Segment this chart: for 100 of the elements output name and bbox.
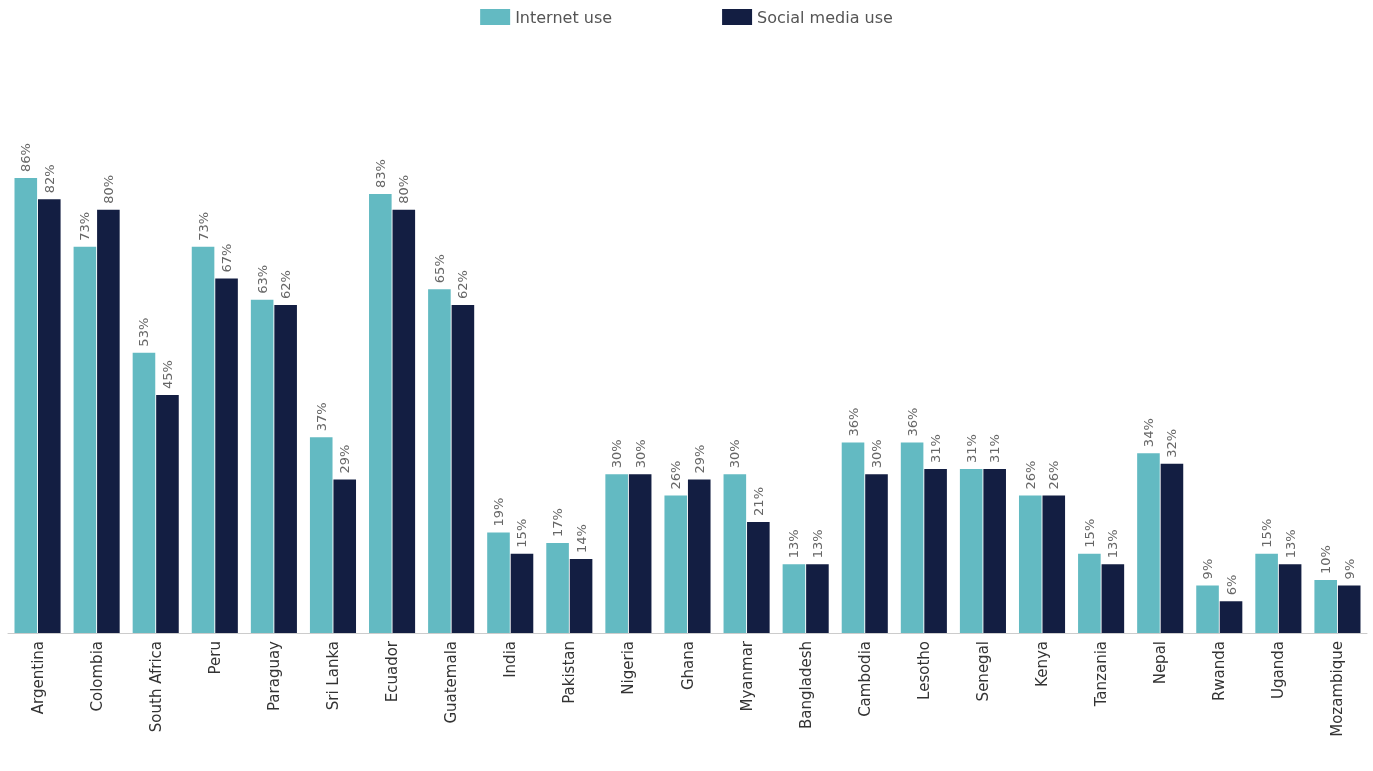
x-tick-label: Colombia — [87, 641, 106, 712]
bar — [1042, 495, 1066, 633]
data-label: 29% — [337, 444, 353, 474]
data-label: 86% — [18, 143, 34, 173]
x-tick-label: Myanmar — [737, 640, 756, 712]
bar — [865, 474, 888, 633]
bar — [1018, 495, 1042, 633]
bar — [959, 469, 983, 633]
bar — [487, 532, 510, 633]
data-label: 13% — [809, 529, 825, 559]
x-tick-label: Nigeria — [619, 641, 638, 695]
bar — [309, 437, 333, 633]
bar — [73, 246, 97, 633]
data-label: 80% — [100, 174, 116, 204]
bar — [1137, 453, 1160, 633]
bar — [97, 209, 120, 633]
bar — [569, 558, 593, 633]
data-label: 63% — [254, 264, 270, 294]
x-tick-label: Pakistan — [560, 641, 579, 704]
data-label: 15% — [514, 518, 530, 548]
data-label: 36% — [904, 407, 920, 437]
data-label: 82% — [41, 164, 57, 194]
bar — [664, 495, 688, 633]
x-tick-label: Guatemala — [442, 641, 461, 724]
x-tick-label: Sri Lanka — [323, 641, 342, 711]
bar — [782, 564, 806, 633]
data-label: 13% — [786, 529, 802, 559]
data-label: 26% — [1022, 460, 1038, 490]
bar — [687, 479, 711, 633]
bar — [1337, 585, 1361, 633]
data-label: 17% — [550, 508, 566, 538]
x-tick-label: South Africa — [146, 641, 165, 733]
data-label: 73% — [195, 211, 211, 241]
data-label: 15% — [1081, 518, 1097, 548]
data-label: 73% — [77, 211, 93, 241]
x-tick-label: Cambodia — [855, 641, 874, 717]
bar — [806, 564, 829, 633]
data-label: 10% — [1318, 545, 1334, 575]
bar — [369, 193, 392, 633]
x-tick-label: Lesotho — [914, 641, 933, 700]
data-label: 80% — [396, 174, 412, 204]
bar — [841, 442, 865, 633]
data-label: 14% — [573, 524, 589, 553]
bar — [1278, 564, 1302, 633]
bar — [392, 209, 416, 633]
bar — [1196, 585, 1219, 633]
data-label: 32% — [1164, 428, 1180, 458]
data-label: 53% — [136, 317, 152, 347]
bar — [191, 246, 215, 633]
data-label: 9% — [1341, 558, 1357, 580]
x-tick-label: Bangladesh — [796, 641, 815, 729]
bar — [546, 543, 569, 633]
data-label: 67% — [219, 243, 235, 273]
bar — [1314, 580, 1337, 633]
data-label: 65% — [431, 254, 447, 284]
bar — [156, 394, 179, 633]
bar — [605, 474, 628, 633]
x-tick-label: Ecuador — [383, 640, 402, 703]
x-tick-label: Nepal — [1151, 641, 1170, 685]
data-label: 62% — [278, 270, 294, 300]
data-label: 9% — [1200, 558, 1216, 580]
x-tick-label: Peru — [205, 641, 224, 675]
legend-label: Internet use — [515, 7, 613, 27]
bar — [451, 305, 475, 633]
data-label: 30% — [609, 439, 625, 469]
data-label: 13% — [1282, 529, 1298, 559]
data-label: 83% — [372, 159, 388, 188]
data-label: 62% — [455, 270, 471, 300]
data-label: 19% — [490, 497, 506, 527]
bar — [1160, 463, 1184, 633]
bar — [1101, 564, 1125, 633]
data-label: 26% — [1046, 460, 1062, 490]
bar — [1255, 553, 1278, 633]
bar — [924, 469, 947, 633]
data-label: 30% — [727, 439, 743, 469]
bar — [1219, 601, 1243, 633]
bar — [628, 474, 652, 633]
legend-label: Social media use — [757, 7, 893, 27]
bar — [428, 289, 451, 633]
data-label: 31% — [987, 434, 1003, 464]
bar — [983, 469, 1006, 633]
bar — [723, 474, 747, 633]
data-label: 30% — [869, 439, 885, 469]
x-tick-label: Paraguay — [264, 640, 283, 712]
bar — [510, 553, 534, 633]
data-label: 6% — [1223, 574, 1239, 596]
data-label: 29% — [691, 444, 707, 474]
bar — [274, 305, 297, 633]
data-label: 15% — [1259, 518, 1275, 548]
x-tick-label: Uganda — [1269, 641, 1288, 699]
bar — [900, 442, 924, 633]
x-tick-label: Ghana — [678, 641, 697, 691]
x-tick-label: Rwanda — [1210, 641, 1229, 702]
data-label: 34% — [1140, 418, 1156, 448]
data-label: 13% — [1105, 529, 1121, 559]
x-tick-label: India — [501, 641, 520, 678]
data-label: 31% — [963, 434, 979, 464]
x-tick-label: Argentina — [28, 641, 47, 715]
data-label: 45% — [159, 360, 175, 389]
x-tick-label: Mozambique — [1328, 641, 1347, 737]
